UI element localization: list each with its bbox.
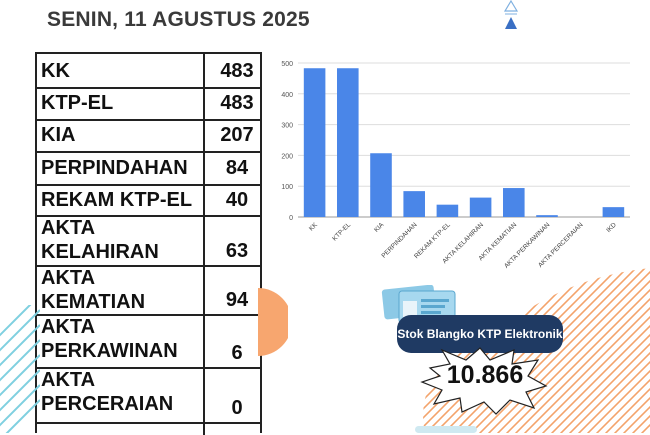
row-value: 483	[220, 92, 254, 114]
row-label: AKTA	[41, 267, 96, 289]
table-row: KK 483	[37, 54, 260, 89]
row-label: REKAM KTP-EL	[41, 189, 193, 211]
bar	[536, 215, 558, 217]
bar	[469, 197, 492, 217]
y-tick-label: 0	[289, 215, 293, 222]
row-value: 483	[220, 60, 254, 82]
table-row: REKAM KTP-EL 40	[37, 184, 260, 217]
row-label: AKTA	[41, 217, 96, 239]
bar	[436, 204, 459, 217]
bar	[370, 153, 392, 217]
table-row: AKTA KEMATIAN 94	[37, 265, 260, 316]
x-tick-label: KTP-EL	[331, 221, 352, 242]
row-label: KK	[41, 60, 70, 82]
y-tick-label: 400	[281, 92, 293, 99]
triangle-icon	[503, 0, 519, 29]
x-tick-label: KK	[308, 221, 320, 233]
bar	[503, 188, 525, 217]
row-label: AKTA	[41, 369, 96, 391]
table-row: AKTA PERCERAIAN 0	[37, 367, 260, 424]
y-tick-label: 500	[281, 61, 293, 68]
x-tick-label: KIA	[373, 221, 386, 234]
decorative-stripes	[423, 268, 650, 433]
x-tick-label: PERPINDAHAN	[380, 221, 418, 259]
table-row: AKTA PERKAWINAN 6	[37, 314, 260, 369]
row-label: PERCERAIAN	[41, 393, 174, 415]
row-label: KTP-EL	[41, 92, 114, 114]
stock-value: 10.866	[446, 361, 524, 389]
row-value: 40	[225, 189, 249, 211]
table-row: KTP-EL 483	[37, 87, 260, 121]
column-divider	[203, 54, 205, 435]
burst-shape	[420, 347, 548, 415]
decorative-bar	[415, 426, 477, 433]
table-row: KIA 207	[37, 119, 260, 153]
row-value: 207	[220, 124, 254, 146]
row-label: KIA	[41, 124, 76, 146]
decorative-circle	[258, 288, 288, 356]
stock-badge: Stok Blangko KTP Elektronik	[397, 315, 563, 353]
bar	[403, 191, 425, 217]
decorative-stripes	[0, 305, 40, 433]
row-label: AKTA	[41, 316, 96, 338]
row-value: 84	[225, 157, 249, 179]
row-value: 63	[225, 240, 249, 262]
bar	[337, 68, 359, 218]
row-value: 0	[231, 397, 243, 419]
page-title: SENIN, 11 AGUSTUS 2025	[47, 8, 310, 31]
x-tick-label: IKD	[605, 221, 618, 234]
y-tick-label: 100	[281, 184, 293, 191]
row-label: KELAHIRAN	[41, 241, 159, 263]
stats-table: KK 483 KTP-EL 483 KIA 207 PERPINDAHAN 84 REKAM K…	[35, 52, 262, 435]
row-label: PERKAWINAN	[41, 340, 178, 362]
table-row: PERPINDAHAN 84	[37, 151, 260, 186]
row-label: KEMATIAN	[41, 291, 146, 313]
row-label: PERPINDAHAN	[41, 157, 188, 179]
bar	[303, 68, 326, 218]
row-value: 94	[225, 289, 249, 311]
row-value: 6	[231, 342, 243, 364]
bar	[602, 207, 625, 217]
table-row: AKTA KELAHIRAN 63	[37, 215, 260, 267]
y-tick-label: 200	[281, 153, 293, 160]
y-tick-label: 300	[281, 123, 293, 130]
